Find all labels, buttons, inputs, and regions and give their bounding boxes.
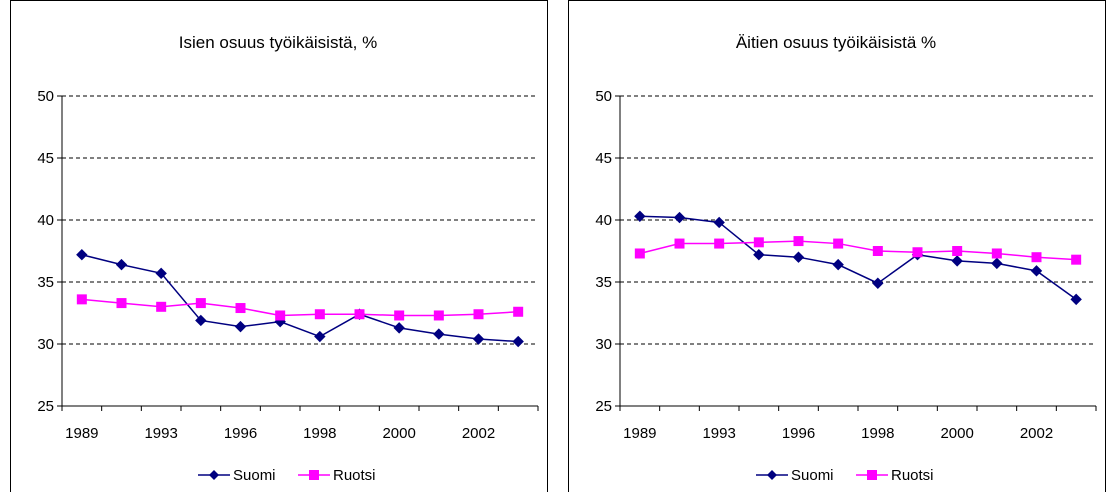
data-point-suomi [512, 335, 524, 348]
data-point-ruotsi [314, 309, 325, 320]
legend-label-suomi: Suomi [791, 467, 834, 484]
y-tick-label: 40 [595, 212, 612, 229]
chart-title: Äitien osuus työikäisistä % [736, 33, 936, 52]
y-tick-label: 45 [595, 150, 612, 167]
x-tick-label: 1989 [623, 425, 656, 442]
x-tick-label: 1998 [861, 425, 894, 442]
series-line-suomi [639, 215, 1077, 300]
x-tick-label: 1996 [224, 425, 257, 442]
legend-marker-suomi [767, 470, 777, 480]
legend: Suomi Ruotsi [198, 467, 376, 484]
y-tick-label: 40 [37, 212, 54, 229]
data-point-ruotsi [275, 310, 286, 321]
x-tick-label: 2002 [462, 425, 495, 442]
data-point-ruotsi [793, 236, 804, 247]
data-point-ruotsi [1031, 252, 1042, 263]
data-point-suomi [1030, 265, 1043, 277]
y-tick-label: 35 [37, 274, 54, 291]
chart-panel-fathers: Isien osuus työikäisistä, % 25 30 35 40 45 50… [10, 0, 548, 492]
data-point-ruotsi [1071, 254, 1082, 265]
data-point-suomi [115, 258, 128, 271]
data-point-suomi [673, 211, 686, 224]
data-point-ruotsi [753, 237, 764, 248]
data-point-ruotsi [473, 309, 484, 320]
data-point-suomi [234, 320, 247, 333]
y-tick-label: 30 [37, 336, 54, 353]
chart-svg-fathers: Isien osuus työikäisistä, % 25 30 35 40 45 50… [10, 0, 548, 492]
chart-frame [10, 0, 548, 492]
y-tick-label: 25 [595, 398, 612, 415]
legend-label-ruotsi: Ruotsi [333, 467, 376, 484]
data-point-suomi [713, 216, 725, 229]
data-point-suomi [872, 277, 884, 289]
y-tick-label: 45 [37, 150, 54, 167]
x-tick-label: 2002 [1020, 425, 1053, 442]
series-line-ruotsi [81, 298, 519, 317]
data-point-suomi [472, 333, 485, 345]
y-tick-label: 50 [595, 88, 612, 105]
legend-marker-ruotsi [867, 470, 877, 480]
data-point-ruotsi [235, 303, 246, 314]
y-tick-label: 35 [595, 274, 612, 291]
data-point-suomi [1070, 293, 1082, 306]
y-tick-label: 50 [37, 88, 54, 105]
legend-marker-ruotsi [309, 470, 319, 480]
legend: Suomi Ruotsi [756, 467, 934, 484]
legend-label-suomi: Suomi [233, 467, 276, 484]
data-point-ruotsi [952, 246, 963, 256]
data-point-suomi [832, 258, 844, 271]
data-point-ruotsi [156, 301, 167, 312]
x-tick-label: 1989 [65, 425, 98, 442]
data-point-suomi [393, 322, 405, 334]
x-tick-label: 1996 [782, 425, 815, 442]
data-point-ruotsi [433, 310, 444, 321]
chart-panel-mothers: Äitien osuus työikäisistä % 25 30 35 40 45 50… [568, 0, 1106, 492]
data-point-ruotsi [76, 294, 87, 305]
data-point-suomi [951, 255, 963, 267]
y-tick-label: 25 [37, 398, 54, 415]
data-point-suomi [991, 257, 1003, 270]
data-point-ruotsi [354, 309, 365, 320]
data-point-ruotsi [833, 238, 844, 249]
data-point-suomi [753, 249, 765, 261]
data-point-ruotsi [912, 247, 923, 258]
data-point-suomi [195, 314, 207, 327]
data-point-ruotsi [195, 298, 206, 309]
chart-svg-mothers: Äitien osuus työikäisistä % 25 30 35 40 45 50… [568, 0, 1106, 492]
data-point-suomi [76, 249, 88, 261]
data-point-suomi [433, 328, 445, 340]
data-point-suomi [155, 267, 167, 280]
x-tick-label: 1993 [702, 425, 735, 442]
x-tick-label: 1998 [303, 425, 336, 442]
chart-title: Isien osuus työikäisistä, % [179, 33, 377, 52]
data-point-ruotsi [872, 246, 883, 256]
legend-label-ruotsi: Ruotsi [891, 467, 934, 484]
data-point-ruotsi [116, 298, 127, 309]
x-tick-label: 2000 [382, 425, 415, 442]
data-point-ruotsi [513, 306, 524, 317]
data-point-suomi [634, 210, 646, 222]
y-tick-label: 30 [595, 336, 612, 353]
data-point-ruotsi [714, 238, 725, 249]
data-point-ruotsi [634, 248, 645, 259]
series-line-suomi [81, 253, 519, 343]
x-tick-label: 2000 [940, 425, 973, 442]
data-point-suomi [792, 251, 805, 263]
plot-area: 25 30 35 40 45 50 1989 1993 1996 1998 2000 2002 [595, 88, 1097, 442]
series-line-ruotsi [639, 240, 1077, 261]
data-point-suomi [314, 330, 326, 343]
data-point-ruotsi [991, 248, 1002, 259]
data-point-ruotsi [674, 238, 685, 249]
plot-area: 25 30 35 40 45 50 1989 1993 1996 1998 2000 2002 [37, 88, 539, 442]
legend-marker-suomi [209, 470, 219, 480]
data-point-ruotsi [394, 310, 405, 321]
x-tick-label: 1993 [144, 425, 177, 442]
